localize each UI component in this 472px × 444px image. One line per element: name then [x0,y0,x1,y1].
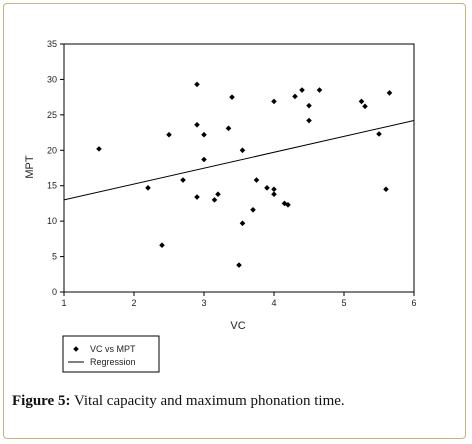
y-tick-label: 15 [47,181,57,191]
data-point [299,87,305,93]
y-tick-label: 20 [47,145,57,155]
data-point [180,177,186,183]
y-tick-label: 0 [52,287,57,297]
data-point [236,262,242,268]
y-tick-label: 10 [47,216,57,226]
x-tick-label: 5 [341,298,346,308]
data-point [159,242,165,249]
data-point [362,103,368,110]
data-point [316,87,323,93]
data-point [145,185,151,191]
data-point [271,191,277,198]
legend-box [62,335,160,373]
data-point [194,81,200,88]
y-tick-label: 35 [47,39,57,49]
y-axis-ticks: 0 5 10 15 20 25 30 35 [47,39,64,297]
data-point [285,202,291,208]
x-axis-ticks: 1 2 3 4 5 6 [61,292,417,308]
chart-axes [63,43,415,293]
data-point [229,94,235,100]
data-point [239,220,246,227]
legend: VC vs MPT Regression [62,335,160,373]
data-point [225,125,232,132]
data-point [271,186,277,193]
regression-line [63,120,415,201]
data-point [194,194,200,200]
data-point [376,131,382,137]
data-point [271,98,277,105]
x-tick-label: 4 [271,298,276,308]
data-point [215,191,221,198]
x-tick-label: 2 [131,298,136,308]
data-point [166,131,172,138]
y-tick-label: 5 [52,252,57,262]
data-point [96,146,102,152]
y-tick-label: 25 [47,110,57,120]
x-axis-label: VC [230,320,245,332]
data-point [253,177,260,183]
figure-label: Figure 5: [12,393,71,409]
data-point [383,186,389,193]
data-point [358,98,365,105]
data-point [264,185,270,191]
data-point [211,197,218,203]
regression-line-group [63,120,415,201]
y-axis-label: MPT [24,155,36,179]
x-tick-label: 6 [411,298,416,308]
data-point [250,207,256,213]
legend-label-points: VC vs MPT [90,344,136,354]
data-point [239,147,246,154]
data-point [306,117,312,124]
data-point [194,121,200,128]
data-points [96,81,393,268]
legend-label-regression: Regression [90,357,136,367]
data-point [292,93,298,100]
x-tick-label: 1 [61,298,66,308]
data-point [306,102,312,109]
data-point [281,200,288,207]
data-point [386,90,393,96]
figure-caption: Figure 5: Vital capacity and maximum pho… [12,393,452,410]
x-tick-label: 3 [201,298,206,308]
data-point [201,131,207,138]
plot-area-border [63,43,415,293]
data-point [201,156,207,163]
y-tick-label: 30 [47,74,57,84]
legend-marker-points [73,346,79,352]
figure-caption-text: Vital capacity and maximum phonation tim… [73,393,345,409]
